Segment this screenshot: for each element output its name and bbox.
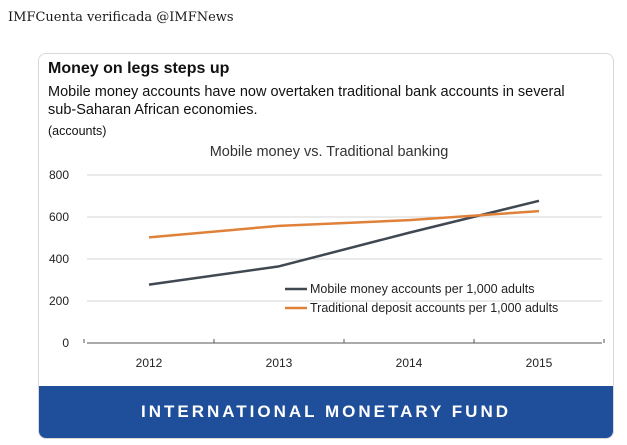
- tweet-header: IMFCuenta verificada @IMFNews: [8, 10, 234, 25]
- x-tick-label: 2014: [396, 356, 423, 370]
- legend-label: Mobile money accounts per 1,000 adults: [310, 282, 534, 296]
- line-chart: Mobile money vs. Traditional banking 0 200…: [49, 144, 605, 370]
- y-tick-label: 0: [62, 336, 69, 350]
- x-tick-label: 2015: [526, 356, 553, 370]
- chart-subtitle: Mobile money accounts have now overtaken…: [48, 84, 565, 118]
- y-tick-label: 800: [49, 168, 69, 182]
- y-tick-label: 600: [49, 210, 69, 224]
- series-line-mobile-money: [148, 199, 540, 286]
- y-tick-label: 200: [49, 294, 69, 308]
- x-tick-label: 2012: [136, 356, 163, 370]
- tweet-image-card[interactable]: Money on legs steps up Mobile money acco…: [38, 53, 614, 439]
- x-tick-label: 2013: [266, 356, 293, 370]
- y-tick-label: 400: [49, 252, 69, 266]
- series-line-traditional-deposit: [148, 209, 540, 239]
- imf-footer-banner: INTERNATIONAL MONETARY FUND: [39, 386, 613, 438]
- imf-footer-text: INTERNATIONAL MONETARY FUND: [141, 402, 511, 421]
- chart-title: Mobile money vs. Traditional banking: [210, 144, 449, 160]
- legend-label: Traditional deposit accounts per 1,000 a…: [310, 301, 558, 315]
- y-axis-unit-label: (accounts): [48, 124, 107, 138]
- chart-headline: Money on legs steps up: [48, 60, 230, 77]
